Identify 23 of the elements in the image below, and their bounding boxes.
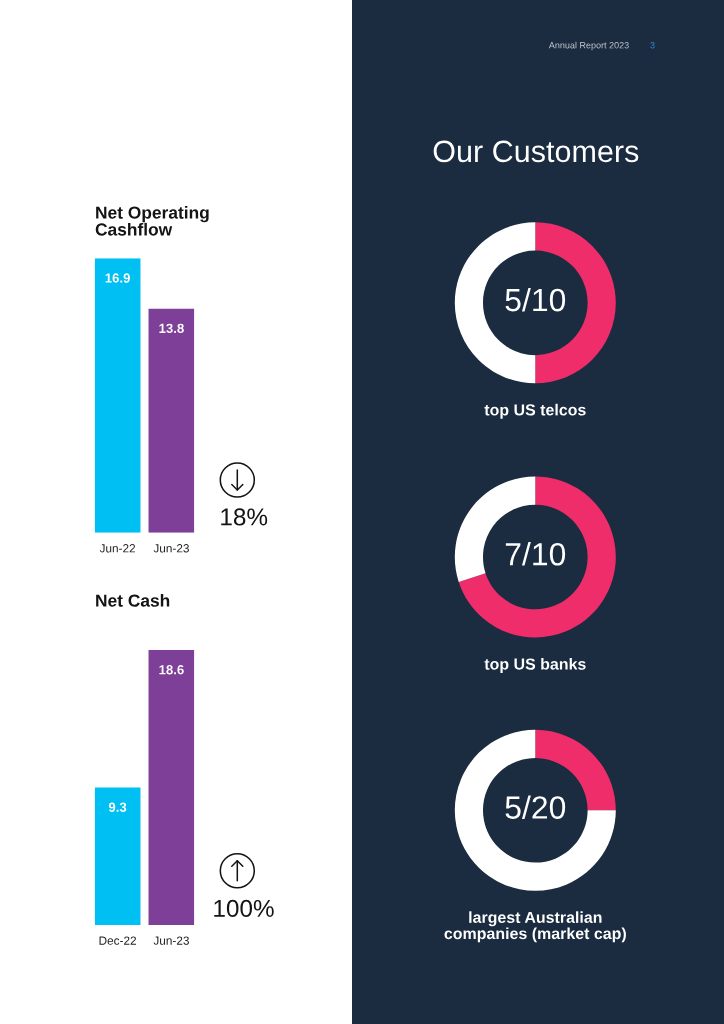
text: Our Customers	[433, 140, 639, 163]
data-label: 18.6	[159, 665, 184, 675]
text: 18%	[221, 508, 268, 526]
text: 7/10	[505, 542, 566, 566]
text: Annual Report 2023	[548, 41, 629, 51]
text: top US telcos	[484, 403, 586, 419]
text: 5/10	[505, 287, 566, 312]
x-tick-label: Jun-22	[99, 544, 136, 553]
data-label: 16.9	[105, 273, 130, 283]
text: 100%	[214, 899, 274, 918]
x-tick-label: Jun-23	[153, 936, 189, 945]
text: 5/20	[505, 795, 566, 819]
text: top US banks	[484, 658, 586, 673]
chart-title: Net Operating Cashflow	[95, 206, 209, 236]
chart-title: Net Cash	[96, 594, 170, 607]
donut-slice	[454, 729, 616, 891]
donut-slice	[458, 476, 616, 638]
text: largest Australian companies (market cap)	[444, 911, 626, 943]
text: 3	[650, 42, 655, 49]
x-tick-label: Jun-23	[153, 544, 189, 553]
data-label: 13.8	[159, 323, 184, 334]
x-tick-label: Dec-22	[99, 936, 137, 945]
data-label: 9.3	[108, 802, 127, 812]
